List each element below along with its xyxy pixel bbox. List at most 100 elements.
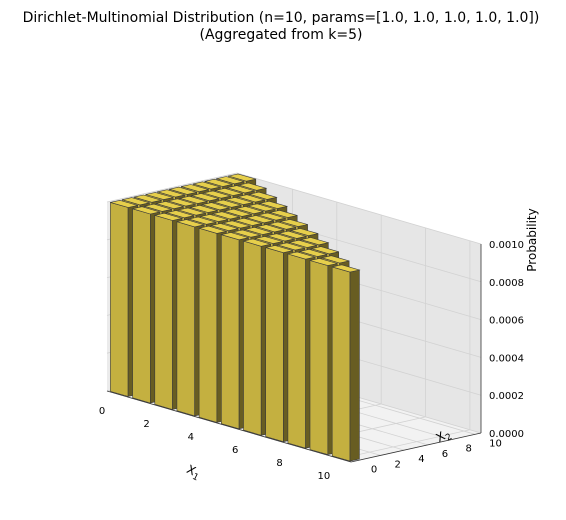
- x-tick-label: 8: [276, 458, 282, 469]
- bar-top-face: [220, 232, 250, 241]
- bar-top-face: [176, 219, 206, 228]
- z-axis-label: Probability: [525, 208, 539, 271]
- bar-top-face: [133, 194, 163, 203]
- bar-top-face: [258, 200, 289, 209]
- bar-top-face: [267, 233, 296, 242]
- bars-group: [110, 173, 361, 462]
- bar-top-face: [215, 187, 243, 196]
- bar-top-face: [244, 226, 273, 235]
- bar-top-face: [236, 194, 265, 203]
- bar-top-face: [265, 245, 293, 254]
- bar-front-face: [110, 202, 129, 397]
- x-tick-label: 4: [188, 432, 194, 443]
- bar-top-face: [144, 203, 172, 212]
- bar-top-face: [233, 217, 263, 226]
- bar-front-face: [154, 214, 173, 410]
- y-tick-label: 4: [418, 454, 424, 465]
- z-tick-label: 0.0000: [489, 429, 524, 440]
- axis-edges: [106, 244, 482, 463]
- bar-front-face: [309, 260, 329, 455]
- bar-top-face: [221, 220, 251, 229]
- bar-top-face: [204, 178, 234, 187]
- bar-top-face: [242, 238, 271, 247]
- bar-top-face: [286, 251, 316, 260]
- x-tick-label: 2: [143, 419, 149, 430]
- bar-front-face: [198, 227, 218, 423]
- bar-front-face: [243, 240, 262, 436]
- bar-top-face: [309, 258, 338, 266]
- bar-top-face: [153, 212, 184, 221]
- x-axis-label: X1: [183, 462, 203, 483]
- y-tick-label: 0: [371, 465, 377, 476]
- bar-front-face: [287, 253, 306, 449]
- bar-top-face: [299, 237, 330, 246]
- bar-top-face: [225, 197, 253, 205]
- bar-top-face: [227, 185, 256, 194]
- grid-line-x: [339, 429, 470, 460]
- bar-top-face: [249, 191, 278, 200]
- bar-top-face: [212, 199, 242, 208]
- bar-top-face: [255, 224, 285, 233]
- z-tick-label: 0.0004: [489, 353, 524, 364]
- x-tick-label: 6: [232, 445, 238, 456]
- bar-top-face: [280, 219, 308, 227]
- bar-top-face: [168, 186, 197, 195]
- bar-top-face: [193, 181, 222, 190]
- z-tick-label: 0.0008: [489, 278, 524, 289]
- bar-top-face: [278, 230, 308, 239]
- bar-side-face: [349, 269, 360, 462]
- bar-top-face: [310, 246, 339, 255]
- bar-top-face: [200, 214, 228, 222]
- bar-top-face: [258, 212, 287, 221]
- bar-top-face: [210, 223, 239, 232]
- x-tick-label: 10: [318, 471, 331, 482]
- bar-top-face: [255, 236, 283, 244]
- bar-top-face: [190, 204, 218, 213]
- bar-top-face: [320, 255, 350, 264]
- bar-top-face: [181, 184, 209, 193]
- z-tick-label: 0.0002: [489, 391, 524, 402]
- x-axis-line: [106, 390, 352, 463]
- bar-top-face: [227, 173, 256, 182]
- bar-top-face: [165, 210, 194, 219]
- grid-line-z: [236, 172, 482, 245]
- z-tick-label: 0.0006: [489, 316, 524, 327]
- bar-top-face: [167, 198, 197, 207]
- z-tick-label: 0.0010: [489, 240, 524, 251]
- bar-top-face: [122, 197, 151, 206]
- bar-top-face: [202, 190, 231, 199]
- bar-top-face: [290, 228, 319, 237]
- y-axis-line: [350, 432, 482, 463]
- bar-top-face: [201, 202, 231, 211]
- x-tick-label: 0: [99, 406, 105, 417]
- bar-top-face: [233, 229, 262, 238]
- bar-top-face: [199, 225, 228, 234]
- bar-top-face: [332, 264, 361, 273]
- bar-front-face: [221, 234, 240, 430]
- bar-front-face: [265, 247, 284, 443]
- y-tick-label: 8: [466, 444, 472, 455]
- bar-top-face: [156, 189, 185, 198]
- bar-top-face: [131, 206, 160, 215]
- chart-title: Dirichlet-Multinomial Distribution (n=10…: [23, 10, 540, 26]
- bar-top-face: [246, 203, 276, 212]
- bar-top-face: [178, 207, 206, 216]
- bar-top-face: [276, 242, 305, 251]
- bar-front-face: [132, 208, 151, 404]
- bar-front-face: [176, 221, 195, 417]
- bar-top-face: [190, 193, 219, 202]
- bar-top-face: [224, 208, 253, 217]
- y-tick-label: 10: [489, 438, 502, 449]
- bar-front-face: [331, 266, 351, 462]
- bar-top-face: [156, 201, 184, 210]
- bar-top-face: [178, 195, 209, 204]
- bar-top-face: [215, 176, 245, 185]
- y-tick-label: 2: [395, 459, 401, 470]
- bar-top-face: [245, 215, 274, 224]
- bar-top-face: [299, 248, 327, 257]
- bar-top-face: [187, 216, 217, 225]
- chart-subtitle: (Aggregated from k=5): [199, 27, 362, 43]
- bar-top-face: [212, 211, 240, 220]
